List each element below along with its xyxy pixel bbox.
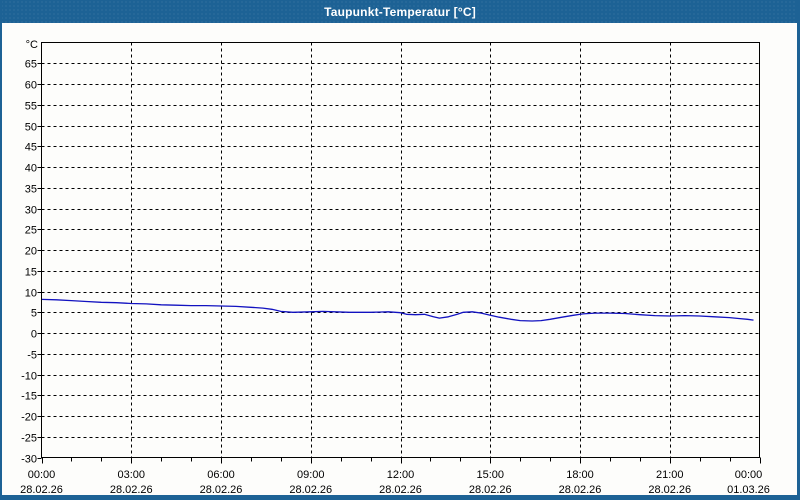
y-tick-label: 5: [31, 308, 37, 320]
dewpoint-temperature-chart: 65605550454035302520151050-5-10-15-20-25…: [20, 39, 770, 496]
y-tick-label: -20: [21, 412, 37, 424]
x-tick-time-label: 00:00: [735, 469, 763, 481]
x-tick-time-label: 21:00: [656, 469, 684, 481]
x-tick-date-label: 28.02.26: [379, 484, 422, 496]
window-titlebar[interactable]: Taupunkt-Temperatur [°C]: [0, 0, 800, 23]
x-tick-time-label: 18:00: [566, 469, 594, 481]
axis-ticks: [37, 63, 761, 464]
x-tick-date-label: 01.03.26: [727, 484, 770, 496]
x-tick-date-label: 28.02.26: [110, 484, 153, 496]
y-tick-label: -5: [27, 350, 37, 362]
y-tick-label: 0: [31, 329, 37, 341]
y-tick-label: 65: [25, 59, 37, 71]
x-tick-time-label: 09:00: [297, 469, 325, 481]
y-tick-labels: 65605550454035302520151050-5-10-15-20-25…: [21, 39, 38, 466]
x-tick-time-label: 06:00: [207, 469, 235, 481]
y-tick-label: -15: [21, 391, 37, 403]
y-tick-label: -30: [21, 454, 37, 466]
window-title: Taupunkt-Temperatur [°C]: [324, 4, 476, 19]
x-tick-date-label: 28.02.26: [648, 484, 691, 496]
y-axis-unit-label: °C: [26, 39, 38, 51]
x-tick-time-label: 15:00: [476, 469, 504, 481]
y-tick-label: -25: [21, 433, 37, 445]
y-tick-label: 45: [25, 142, 37, 154]
y-tick-label: 15: [25, 267, 37, 279]
x-tick-time-label: 03:00: [117, 469, 145, 481]
y-gridlines: [41, 63, 760, 438]
y-tick-label: 60: [25, 80, 37, 92]
x-tick-date-label: 28.02.26: [469, 484, 512, 496]
y-tick-label: 25: [25, 225, 37, 237]
y-tick-label: 10: [25, 288, 37, 300]
y-tick-label: 35: [25, 184, 37, 196]
y-tick-label: -10: [21, 371, 37, 383]
chart-content: 65 60 55 50 45 40 35 30 25 20 15 10 5 0 -5 -10 -15 -20 -25…: [0, 23, 800, 500]
y-tick-label: 50: [25, 122, 37, 134]
x-tick-date-label: 28.02.26: [200, 484, 243, 496]
dewpoint-line: [41, 298, 754, 322]
x-tick-date-label: 28.02.26: [289, 484, 332, 496]
y-tick-label: 40: [25, 163, 37, 175]
y-tick-label: 20: [25, 246, 37, 258]
x-tick-time-label: 00:00: [28, 469, 56, 481]
y-tick-label: 30: [25, 205, 37, 217]
x-tick-labels: 00:00 28.02.26 03:00 28.02.26 06:00 28.02.26 0…: [20, 469, 770, 496]
y-tick-label: 55: [25, 101, 37, 113]
x-tick-date-label: 28.02.26: [20, 484, 63, 496]
x-tick-time-label: 12:00: [387, 469, 415, 481]
x-tick-date-label: 28.02.26: [559, 484, 602, 496]
plot-border: [41, 42, 760, 458]
data-series: [41, 298, 754, 322]
